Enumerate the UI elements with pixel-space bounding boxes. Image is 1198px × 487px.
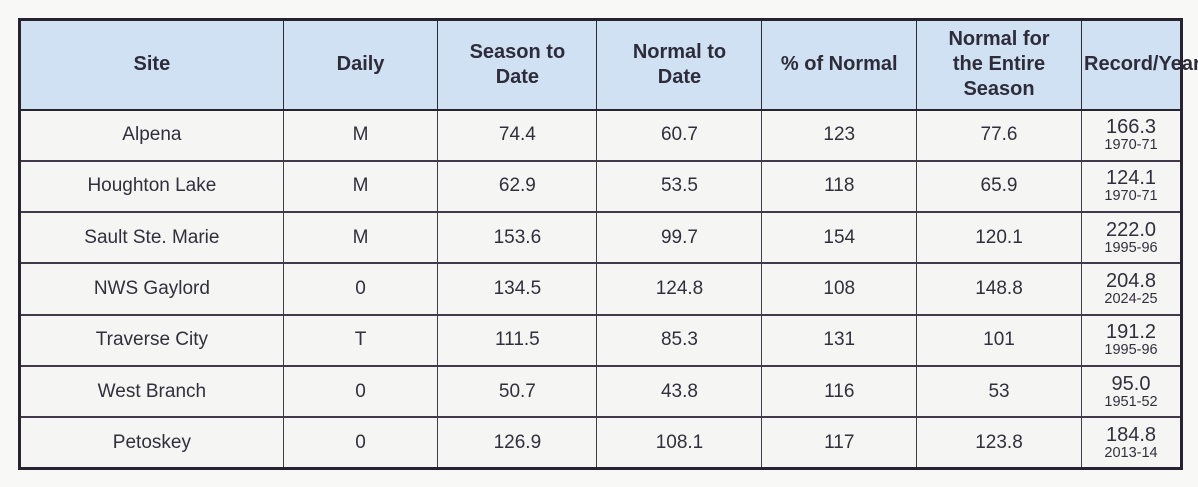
cell-normal-to-date: 60.7 xyxy=(596,108,763,162)
cell-site: NWS Gaylord xyxy=(19,262,284,316)
cell-normal-entire-season: 65.9 xyxy=(916,159,1083,213)
cell-normal-entire-season: 120.1 xyxy=(916,211,1083,264)
cell-season-to-date: 134.5 xyxy=(437,262,598,316)
cell-daily: 0 xyxy=(282,364,439,418)
cell-percent-of-normal: 123 xyxy=(761,108,918,162)
column-header-site: Site xyxy=(19,19,284,111)
cell-percent-of-normal: 108 xyxy=(761,262,918,316)
record-season: 1970-71 xyxy=(1104,188,1158,205)
record-season: 1995-96 xyxy=(1104,239,1158,256)
cell-record-year: 166.3 1970-71 xyxy=(1081,108,1182,162)
record-value: 204.8 xyxy=(1105,270,1157,293)
cell-daily: 0 xyxy=(282,416,439,470)
cell-percent-of-normal: 154 xyxy=(761,211,918,264)
cell-record-year: 191.2 1995-96 xyxy=(1081,313,1182,367)
column-header-normal-entire-season: Normal for the Entire Season xyxy=(916,19,1083,111)
cell-daily: 0 xyxy=(282,262,439,316)
table-row-west-branch: West Branch 0 50.7 43.8 116 53 95.0 1951… xyxy=(19,364,1182,418)
table-header: Site Daily Season to Date Normal to Date… xyxy=(19,19,1198,111)
cell-normal-to-date: 108.1 xyxy=(596,416,763,470)
cell-season-to-date: 62.9 xyxy=(437,159,598,213)
cell-record-year: 204.8 2024-25 xyxy=(1081,262,1182,316)
cell-normal-entire-season: 148.8 xyxy=(916,262,1083,316)
cell-normal-to-date: 85.3 xyxy=(596,313,763,367)
table-row-sault-ste-marie: Sault Ste. Marie M 153.6 99.7 154 120.1 … xyxy=(19,211,1182,264)
table-row-petoskey: Petoskey 0 126.9 108.1 117 123.8 184.8 2… xyxy=(19,416,1182,470)
record-season: 1995-96 xyxy=(1104,342,1158,359)
cell-site: Sault Ste. Marie xyxy=(19,211,284,264)
cell-normal-to-date: 99.7 xyxy=(596,211,763,264)
column-header-record-year: Record/Year xyxy=(1081,19,1198,111)
cell-season-to-date: 74.4 xyxy=(437,108,598,162)
column-header-percent-of-normal: % of Normal xyxy=(761,19,918,111)
cell-record-year: 95.0 1951-52 xyxy=(1081,364,1182,418)
cell-daily: M xyxy=(282,159,439,213)
table-row-alpena: Alpena M 74.4 60.7 123 77.6 166.3 1970-7… xyxy=(19,108,1182,162)
cell-site: West Branch xyxy=(19,364,284,418)
cell-daily: M xyxy=(282,211,439,264)
record-value: 222.0 xyxy=(1105,218,1157,241)
cell-daily: T xyxy=(282,313,439,367)
column-header-daily: Daily xyxy=(282,19,439,111)
table-body: Alpena M 74.4 60.7 123 77.6 166.3 1970-7… xyxy=(19,108,1182,470)
cell-record-year: 124.1 1970-71 xyxy=(1081,159,1182,213)
cell-record-year: 184.8 2013-14 xyxy=(1081,416,1182,470)
cell-daily: M xyxy=(282,108,439,162)
cell-percent-of-normal: 118 xyxy=(761,159,918,213)
cell-season-to-date: 111.5 xyxy=(437,313,598,367)
column-header-season-to-date: Season to Date xyxy=(437,19,598,111)
cell-normal-to-date: 43.8 xyxy=(596,364,763,418)
record-season: 1970-71 xyxy=(1104,137,1158,154)
cell-normal-entire-season: 101 xyxy=(916,313,1083,367)
cell-site: Houghton Lake xyxy=(19,159,284,213)
table-row-houghton-lake: Houghton Lake M 62.9 53.5 118 65.9 124.1… xyxy=(19,159,1182,213)
record-value: 184.8 xyxy=(1105,423,1157,446)
cell-site: Traverse City xyxy=(19,313,284,367)
table-row-traverse-city: Traverse City T 111.5 85.3 131 101 191.2… xyxy=(19,313,1182,367)
record-season: 2024-25 xyxy=(1104,291,1158,308)
cell-site: Alpena xyxy=(19,108,284,162)
record-season: 2013-14 xyxy=(1104,444,1158,461)
cell-percent-of-normal: 117 xyxy=(761,416,918,470)
cell-normal-to-date: 53.5 xyxy=(596,159,763,213)
cell-normal-to-date: 124.8 xyxy=(596,262,763,316)
cell-site: Petoskey xyxy=(19,416,284,470)
record-value: 95.0 xyxy=(1111,372,1151,395)
record-season: 1951-52 xyxy=(1104,393,1158,410)
cell-percent-of-normal: 131 xyxy=(761,313,918,367)
record-value: 166.3 xyxy=(1105,116,1157,139)
cell-normal-entire-season: 77.6 xyxy=(916,108,1083,162)
cell-season-to-date: 153.6 xyxy=(437,211,598,264)
cell-season-to-date: 50.7 xyxy=(437,364,598,418)
cell-normal-entire-season: 53 xyxy=(916,364,1083,418)
header-row: Site Daily Season to Date Normal to Date… xyxy=(19,19,1198,111)
column-header-normal-to-date: Normal to Date xyxy=(596,19,763,111)
cell-record-year: 222.0 1995-96 xyxy=(1081,211,1182,264)
record-value: 124.1 xyxy=(1105,167,1157,190)
table-row-nws-gaylord: NWS Gaylord 0 134.5 124.8 108 148.8 204.… xyxy=(19,262,1182,316)
record-value: 191.2 xyxy=(1105,321,1157,344)
snowfall-table: Site Daily Season to Date Normal to Date… xyxy=(18,18,1198,470)
cell-season-to-date: 126.9 xyxy=(437,416,598,470)
cell-normal-entire-season: 123.8 xyxy=(916,416,1083,470)
cell-percent-of-normal: 116 xyxy=(761,364,918,418)
